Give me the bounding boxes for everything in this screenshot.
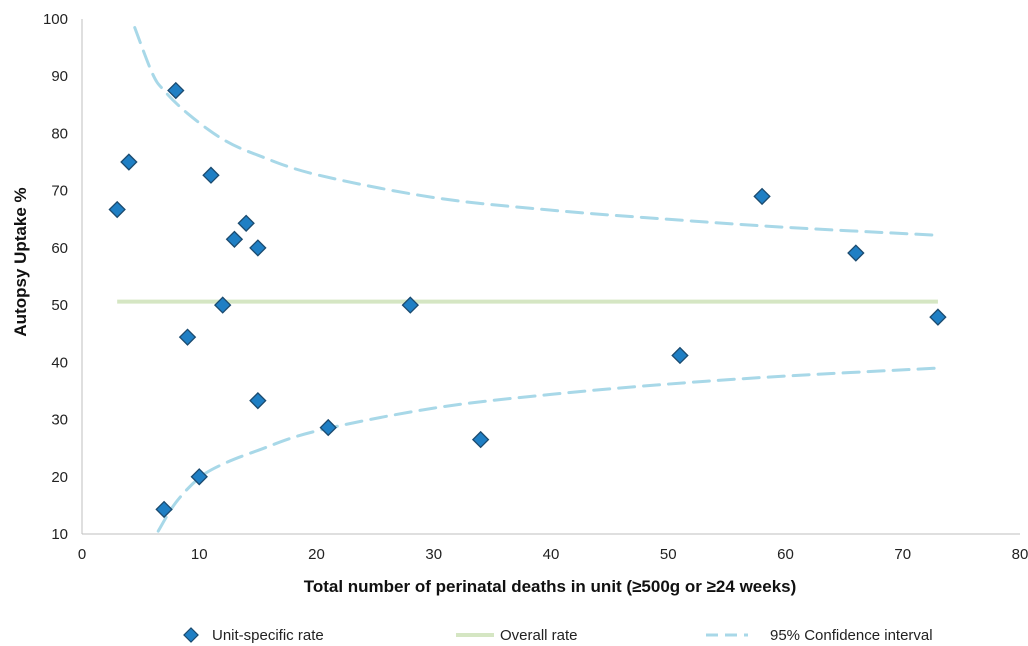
ci-upper-line — [133, 26, 940, 237]
y-tick-label: 70 — [51, 183, 68, 200]
y-tick-label: 50 — [51, 297, 68, 314]
legend: Unit-specific rate Overall rate 95% Conf… — [183, 627, 933, 644]
data-point — [401, 296, 419, 314]
data-point — [190, 468, 208, 486]
y-tick-label: 90 — [51, 68, 68, 85]
legend-diamond-marker — [183, 627, 199, 643]
axes — [81, 19, 1020, 535]
data-point — [249, 391, 267, 410]
y-tick-label: 100 — [43, 11, 68, 28]
x-tick-label: 10 — [191, 546, 208, 563]
x-tick-label: 20 — [308, 546, 325, 563]
legend-item-unit-specific-rate: Unit-specific rate — [183, 627, 324, 644]
data-point — [847, 244, 865, 262]
y-axis-label: Autopsy Uptake % — [11, 187, 30, 336]
tick-labels: 0 10 20 30 40 50 60 70 80 10 20 30 40 50 60 70 80 90 100 — [43, 11, 1028, 563]
legend-label-unit-specific-rate: Unit-specific rate — [212, 627, 324, 644]
data-point — [167, 81, 185, 100]
x-tick-label: 70 — [894, 546, 911, 563]
y-tick-label: 80 — [51, 125, 68, 142]
data-point — [108, 200, 126, 219]
y-tick-label: 60 — [51, 240, 68, 257]
ci-lower-line — [156, 366, 940, 533]
data-point — [471, 430, 490, 449]
data-point — [929, 308, 947, 326]
data-point — [225, 230, 244, 249]
data-point — [178, 328, 197, 346]
data-point — [753, 187, 771, 206]
data-point — [214, 296, 232, 314]
legend-label-confidence-interval: 95% Confidence interval — [770, 627, 933, 644]
y-tick-label: 20 — [51, 469, 68, 486]
y-tick-label: 40 — [51, 354, 68, 371]
legend-item-overall-rate: Overall rate — [456, 627, 578, 644]
x-tick-label: 30 — [425, 546, 442, 563]
data-point — [155, 500, 173, 519]
data-point — [202, 166, 220, 184]
legend-item-confidence-interval: 95% Confidence interval — [706, 627, 933, 644]
x-tick-label: 80 — [1012, 546, 1028, 563]
x-tick-label: 50 — [660, 546, 677, 563]
y-tick-label: 30 — [51, 412, 68, 429]
data-point — [671, 346, 689, 365]
data-point — [319, 418, 337, 437]
data-point — [237, 214, 255, 232]
x-tick-label: 0 — [78, 546, 86, 563]
data-point — [120, 153, 138, 171]
x-tick-label: 40 — [543, 546, 560, 563]
confidence-interval-lines — [133, 26, 940, 533]
legend-label-overall-rate: Overall rate — [500, 627, 578, 644]
data-point — [249, 239, 267, 257]
x-tick-label: 60 — [777, 546, 794, 563]
x-axis-label: Total number of perinatal deaths in unit… — [304, 577, 797, 596]
data-points — [108, 81, 947, 519]
y-tick-label: 10 — [51, 526, 68, 543]
